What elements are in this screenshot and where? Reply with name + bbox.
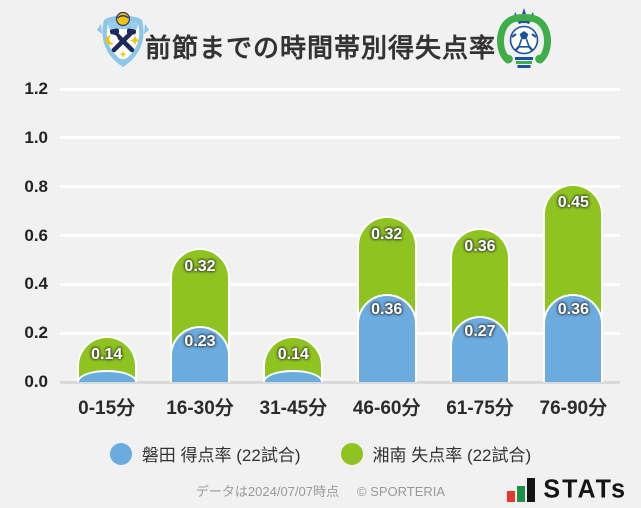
y-tick-label: 1.2 (24, 79, 48, 98)
stacked-bar-scored-segment: 0.36 (356, 294, 417, 382)
x-tick-label: 61-75分 (446, 398, 514, 419)
legend-item-shonan: 湘南 失点率 (22試合) (340, 441, 532, 466)
green-bar-icon (517, 486, 526, 502)
y-tick-label: 0.4 (24, 274, 48, 294)
x-axis-baseline (60, 380, 620, 384)
stacked-bar-scored-segment: 0.36 (543, 294, 604, 382)
black-bar-icon (527, 478, 536, 502)
y-tick-label: 0.0 (24, 372, 48, 391)
shonan-legend-swatch-icon (340, 442, 363, 465)
plot-area: 0.14 0.32 0.23 0.14 0.32 0.36 0.36 0.27 0.45 0.36 (60, 87, 620, 384)
iwata-legend-swatch-icon (109, 442, 132, 465)
scored-value-label: 0.36 (557, 301, 589, 319)
gridline (60, 331, 620, 335)
x-tick-label: 76-90分 (539, 398, 608, 419)
y-tick-label: 1.0 (24, 127, 48, 147)
y-tick-label: 0.6 (24, 225, 48, 245)
gridline (60, 282, 620, 286)
scored-value-label: 0.27 (464, 323, 496, 341)
stats-wordmark: STATs (543, 474, 627, 504)
scored-value-label: 0.23 (184, 332, 216, 350)
y-tick-label: 0.2 (24, 323, 48, 343)
x-tick-label: 31-45分 (259, 398, 328, 419)
jubilo-iwata-crest-icon (97, 11, 149, 67)
legend-label-shonan: 湘南 失点率 (22試合) (372, 446, 532, 465)
gridline (60, 185, 620, 189)
conceded-value-label: 0.32 (371, 226, 403, 243)
shonan-bellmare-crest-icon (497, 8, 551, 68)
bar-chart-icon (507, 478, 536, 502)
conceded-value-label: 0.14 (277, 345, 309, 363)
conceded-value-label: 0.36 (464, 238, 496, 256)
legend-item-iwata: 磐田 得点率 (22試合) (109, 441, 301, 466)
conceded-value-label: 0.45 (557, 194, 589, 212)
x-tick-label: 16-30分 (166, 398, 234, 419)
legend: 磐田 得点率 (22試合) 湘南 失点率 (22試合) (0, 441, 641, 466)
x-tick-label: 46-60分 (352, 398, 421, 419)
data-timestamp: データは2024/07/07時点 (195, 484, 339, 499)
stats-brand-logo: STATs (501, 474, 627, 504)
stacked-bar-scored-segment: 0.23 (170, 325, 230, 382)
y-tick-label: 0.8 (24, 176, 48, 196)
conceded-value-label: 0.14 (91, 345, 123, 363)
stacked-bar-scored-segment: 0.27 (450, 316, 510, 382)
copyright: © SPORTERIA (356, 484, 446, 499)
footer-note: データは2024/07/07時点 © SPORTERIA (0, 481, 641, 500)
gridline (60, 136, 620, 140)
red-bar-icon (507, 491, 516, 502)
chart-title: 前節までの時間帯別得失点率 (144, 33, 497, 63)
conceded-value-label: 0.32 (184, 257, 216, 275)
gridline (60, 234, 620, 237)
gridline (60, 87, 620, 91)
scored-value-label: 0.36 (371, 301, 403, 319)
legend-label-iwata: 磐田 得点率 (22試合) (141, 446, 301, 465)
x-tick-label: 0-15分 (78, 398, 136, 419)
